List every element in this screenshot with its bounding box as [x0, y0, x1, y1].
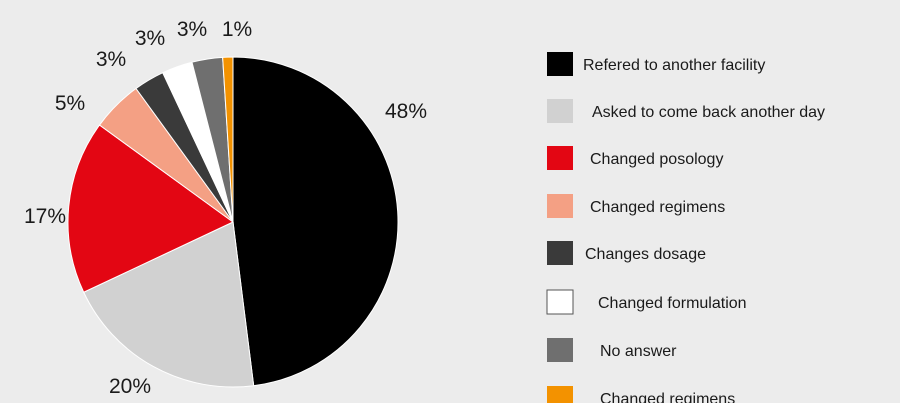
legend-swatch-2 — [547, 99, 573, 123]
slice-value-label-3: 17% — [24, 205, 66, 228]
slice-value-label-5: 3% — [96, 48, 126, 71]
legend-label-5: Changes dosage — [585, 246, 706, 263]
legend-swatch-3 — [547, 146, 573, 170]
pie-value-labels: 48% 20% 17% 5% 3% 3% 3% 1% — [24, 18, 427, 398]
pie-slices — [67, 56, 399, 388]
legend-swatch-6 — [546, 289, 574, 315]
legend-label-6: Changed formulation — [598, 295, 747, 312]
slice-value-label-6: 3% — [135, 27, 165, 50]
pie-slice-3 — [67, 124, 234, 293]
legend-swatch-1 — [547, 52, 573, 76]
slice-value-label-7: 3% — [177, 18, 207, 41]
legend-swatch-7 — [547, 338, 573, 362]
pie-slice-1 — [232, 56, 399, 387]
slice-value-label-8: 1% — [222, 18, 252, 41]
legend-label-2: Asked to come back another day — [592, 104, 825, 121]
legend-label-4: Changed regimens — [590, 199, 725, 216]
legend-swatch-5 — [547, 241, 573, 265]
pie-slice-8 — [222, 56, 234, 223]
legend: Refered to another facility Asked to come… — [546, 52, 825, 403]
legend-label-8: Changed regimens — [600, 391, 735, 403]
slice-value-label-4: 5% — [55, 92, 85, 115]
legend-label-7: No answer — [600, 343, 677, 360]
legend-label-3: Changed posology — [590, 151, 723, 168]
legend-swatch-4 — [547, 194, 573, 218]
slice-value-label-2: 20% — [109, 375, 151, 398]
slice-value-label-1: 48% — [385, 100, 427, 123]
legend-label-1: Refered to another facility — [583, 57, 765, 74]
pie-slice-2 — [83, 221, 255, 388]
legend-swatch-8 — [547, 386, 573, 403]
